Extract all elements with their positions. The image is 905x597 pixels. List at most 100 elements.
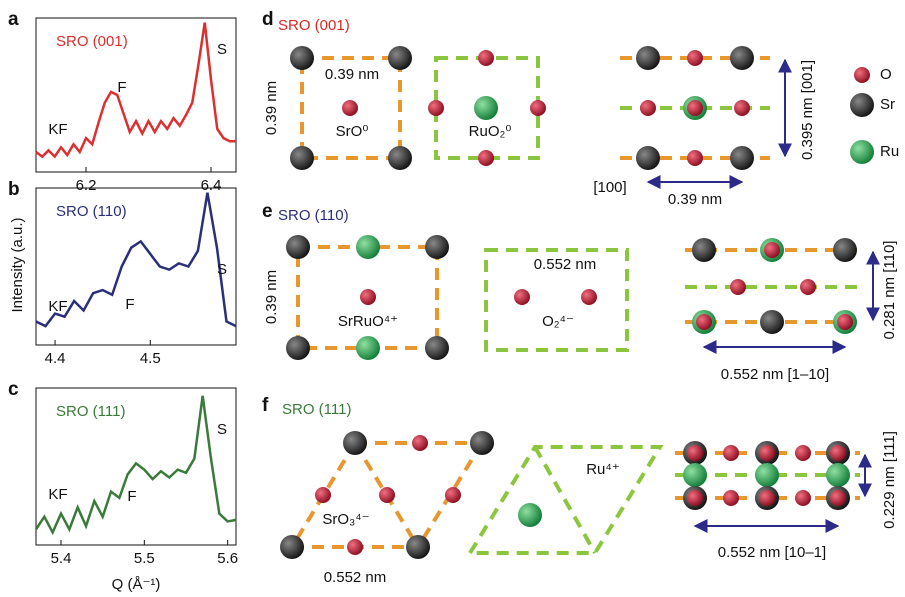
atom — [830, 490, 846, 506]
label: 0.39 nm — [668, 191, 722, 208]
y-axis-title: Intensity (a.u.) — [9, 217, 26, 312]
structures: d SRO (001) 0.39 nm 0.39 nm SrO⁰ RuO₂⁰ [… — [262, 9, 899, 586]
atom — [347, 539, 363, 555]
atom — [640, 100, 656, 116]
atom — [759, 490, 775, 506]
atom — [406, 535, 430, 559]
panel-letter: a — [8, 9, 19, 30]
atom — [290, 46, 314, 70]
atom — [425, 235, 449, 259]
atom — [478, 150, 494, 166]
atom — [833, 238, 857, 262]
atom — [687, 490, 703, 506]
atom — [755, 463, 779, 487]
panel-letter: f — [262, 395, 269, 416]
label: 0.395 nm [001] — [799, 60, 816, 160]
x-axis-title: Q (Å⁻¹) — [112, 576, 161, 593]
annotation: S — [217, 41, 227, 58]
panel-title: SRO (110) — [278, 207, 349, 224]
atom — [290, 146, 314, 170]
atom — [687, 445, 703, 461]
atom — [280, 535, 304, 559]
label: SrO₃⁴⁻ — [322, 511, 369, 528]
atom — [760, 310, 784, 334]
atom — [425, 336, 449, 360]
atom — [514, 289, 530, 305]
annotation: KF — [48, 298, 67, 315]
atom — [286, 235, 310, 259]
x-tick-label: 4.5 — [140, 350, 161, 367]
atom — [470, 431, 494, 455]
panel-letter: d — [262, 9, 274, 30]
atom — [356, 336, 380, 360]
annotation: KF — [48, 486, 67, 503]
atom — [795, 445, 811, 461]
atom — [315, 487, 331, 503]
x-tick-label: 5.6 — [217, 550, 238, 567]
annotation: F — [125, 296, 134, 313]
x-tick-label: 6.2 — [76, 177, 97, 194]
atom — [445, 487, 461, 503]
label: 0.281 nm [110] — [881, 241, 898, 340]
atom — [826, 463, 850, 487]
annotation: S — [217, 261, 227, 278]
label: RuO₂⁰ — [469, 123, 512, 140]
atom — [692, 238, 716, 262]
atom — [360, 289, 376, 305]
series-label: SRO (111) — [56, 403, 125, 420]
atom — [837, 314, 853, 330]
atom — [343, 431, 367, 455]
atom — [478, 50, 494, 66]
legend-label: Ru — [880, 143, 899, 160]
label: 0.39 nm — [263, 81, 280, 135]
legend-label: O — [880, 66, 892, 83]
panel-title: SRO (111) — [282, 401, 351, 418]
atom — [687, 50, 703, 66]
atom — [581, 289, 597, 305]
atom — [342, 100, 358, 116]
panel-letter: c — [8, 379, 19, 400]
atom — [764, 242, 780, 258]
label: 0.39 nm — [325, 66, 379, 83]
label: O₂⁴⁻ — [542, 313, 574, 330]
atom — [730, 279, 746, 295]
label: 0.229 nm [111] — [881, 431, 898, 529]
atom — [356, 235, 380, 259]
atom — [830, 445, 846, 461]
atom — [683, 463, 707, 487]
label: SrRuO⁴⁺ — [338, 313, 398, 330]
panel-letter: b — [8, 179, 20, 200]
atom — [474, 96, 498, 120]
atom — [696, 314, 712, 330]
x-tick-label: 4.4 — [45, 350, 66, 367]
label: Ru⁴⁺ — [586, 461, 620, 478]
cell — [470, 447, 660, 553]
atom — [388, 46, 412, 70]
x-tick-label: 6.4 — [201, 177, 222, 194]
atom — [850, 93, 874, 117]
atom — [379, 487, 395, 503]
atom — [734, 100, 750, 116]
legend-label: Sr — [880, 96, 895, 113]
atom — [723, 490, 739, 506]
annotation: S — [217, 421, 227, 438]
atom — [428, 100, 444, 116]
atom — [388, 146, 412, 170]
atom — [286, 336, 310, 360]
atom — [730, 46, 754, 70]
x-tick-label: 5.5 — [134, 550, 155, 567]
x-tick-label: 5.4 — [51, 550, 72, 567]
atom — [412, 435, 428, 451]
atom — [636, 46, 660, 70]
label: 0.552 nm — [534, 256, 597, 273]
atom — [795, 490, 811, 506]
atom — [687, 100, 703, 116]
label: 0.552 nm — [324, 569, 387, 586]
atom — [723, 445, 739, 461]
annotation: F — [127, 488, 136, 505]
series-label: SRO (001) — [56, 33, 128, 50]
atom — [687, 150, 703, 166]
label: 0.552 nm [10–1] — [718, 544, 826, 561]
atom — [530, 100, 546, 116]
figure: d SRO (001) 0.39 nm 0.39 nm SrO⁰ RuO₂⁰ [… — [0, 0, 905, 597]
